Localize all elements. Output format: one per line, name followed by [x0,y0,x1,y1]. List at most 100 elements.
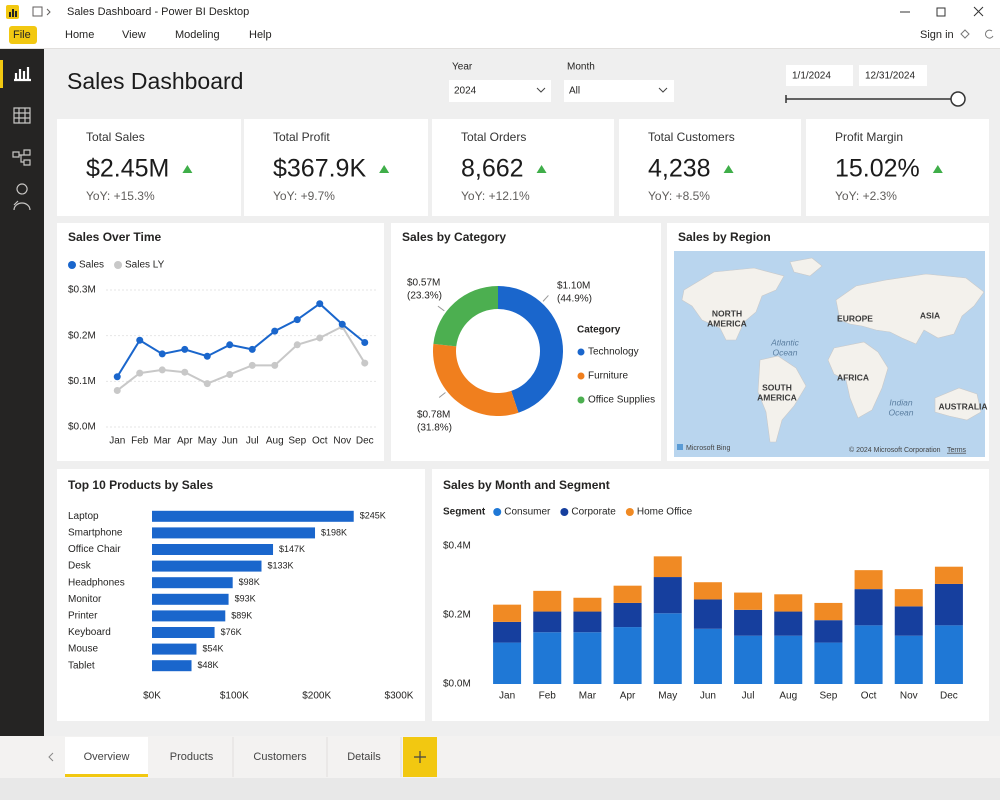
x-tick-label: Aug [779,691,797,702]
bar-segment [613,602,642,628]
data-point [293,341,301,349]
x-tick-label: May [198,436,217,447]
date-start[interactable]: 1/1/2024 [792,71,831,82]
legend-marker [577,372,585,380]
filter-dropdown[interactable] [449,80,551,102]
settings-icon[interactable] [960,29,970,39]
add-page-icon[interactable] [414,751,426,763]
bar [152,643,197,655]
date-input[interactable] [859,65,927,86]
page-tab[interactable] [328,737,400,777]
y-tick-label: $0.0M [68,422,96,433]
page-tab[interactable] [234,737,326,777]
save-icon[interactable] [32,6,43,17]
tabs-corner [0,736,44,778]
donut-slice [433,286,498,347]
data-point [136,369,144,377]
x-tick-label: $0K [143,691,161,702]
x-tick-label: Oct [312,436,328,447]
menu-item[interactable]: Help [249,29,272,41]
percent-label: (44.9%) [557,294,592,305]
dax-view-icon[interactable] [13,183,31,211]
percent-label: (31.8%) [417,423,452,434]
bar-segment [814,620,843,643]
y-tick-label: Smartphone [68,528,123,539]
data-point [338,320,346,328]
filter-value[interactable]: All [569,86,580,97]
data-label: $147K [279,544,305,554]
legend-marker [560,508,569,516]
page-tab-label[interactable]: Details [347,751,381,763]
maximize-button[interactable] [936,7,946,17]
bar-segment [934,625,963,684]
page-tab-label[interactable]: Customers [253,751,307,763]
close-button[interactable] [973,6,984,17]
bar-segment [814,602,843,621]
x-tick-label: May [658,691,677,702]
menu-item[interactable]: File [13,29,31,41]
data-point [181,368,189,376]
bar-segment [774,594,803,612]
data-point [248,345,256,353]
eurasia-shape [835,273,985,345]
kpi-card [806,119,989,216]
date-input[interactable] [786,65,853,86]
model-view-icon[interactable] [12,149,31,166]
bar-segment [693,628,722,684]
sign-in[interactable]: Sign in [920,29,954,41]
menu-item[interactable]: Modeling [175,29,220,41]
kpi-yoy: YoY: +9.7% [273,189,335,203]
bar [152,627,215,638]
trend-up-icon [723,165,734,173]
data-point [136,336,144,344]
data-point [226,370,234,378]
trend-up-icon [379,165,390,173]
dropdown-chevron[interactable] [658,87,668,93]
quick-access-icon[interactable] [46,8,51,16]
data-point [316,334,324,342]
date-slider-handle[interactable] [950,91,966,107]
menu-item[interactable]: Home [65,29,94,41]
x-tick-label: Sep [288,436,306,447]
page-tab-label[interactable]: Products [170,751,214,763]
x-tick-label: $100K [220,691,249,702]
status-bar [0,778,1000,800]
legend-marker [577,396,585,404]
filter-label: Year [452,62,473,73]
legend-title: Segment [443,507,486,518]
africa-shape [827,341,889,419]
dropdown-chevron[interactable] [536,87,546,93]
y-tick-label: Desk [68,561,92,572]
y-tick-label: Headphones [68,577,125,588]
kpi-card [432,119,614,216]
tabs-scroll-left[interactable] [48,752,54,762]
page-tab[interactable] [65,737,148,777]
data-label: $245K [360,511,386,521]
x-tick-label: Jun [700,691,716,702]
legend-label: Sales [79,260,104,271]
bar-segment [653,556,682,578]
data-label: $0.57M [407,278,440,289]
x-tick-label: Jan [499,691,515,702]
report-view-icon[interactable] [14,67,31,82]
file-menu-highlight[interactable] [9,26,37,44]
refresh-icon[interactable] [985,29,994,39]
line-series [116,325,366,392]
data-point [113,373,121,381]
filter-dropdown[interactable] [564,80,674,102]
data-point [158,350,166,358]
filter-value[interactable]: 2024 [454,86,477,97]
map-copyright: © 2024 Microsoft Corporation [849,446,941,454]
data-point [203,352,211,360]
map-terms[interactable]: Terms [947,447,967,454]
kpi-yoy: YoY: +12.1% [461,189,530,203]
page-tab-label[interactable]: Overview [84,751,130,763]
kpi-label: Total Profit [273,130,330,144]
bar [152,660,192,672]
date-end[interactable]: 12/31/2024 [865,71,915,82]
menu-item[interactable]: View [122,29,146,41]
y-tick-label: $0.4M [443,541,471,552]
bar-segment [774,611,803,636]
page-tab[interactable] [151,737,232,777]
table-view-icon[interactable] [13,107,31,124]
